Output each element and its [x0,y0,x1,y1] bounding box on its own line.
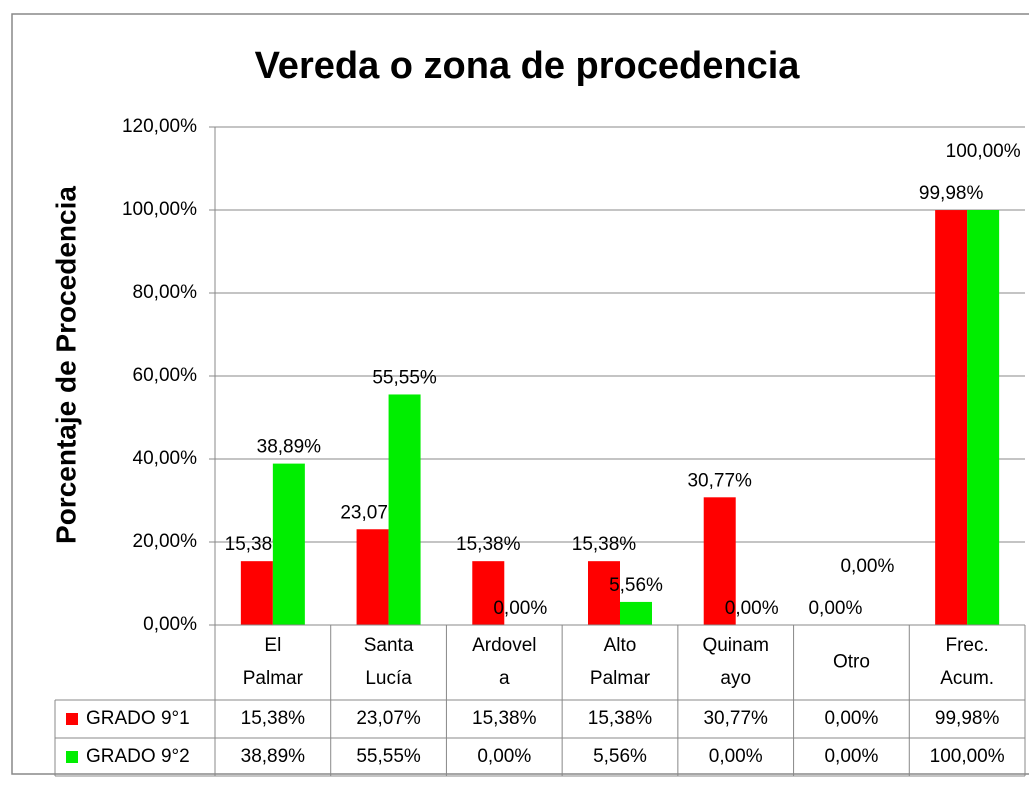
bar [620,601,652,625]
table-cell: 100,00% [930,746,1005,767]
x-tick-label: a [499,668,510,689]
bar [967,210,1000,625]
chart-frame [11,13,1029,775]
bar [703,497,736,625]
x-tick-label: Ardovel [472,635,536,656]
y-tick-label: 120,00% [122,116,197,137]
table-cell: 38,89% [241,746,306,767]
bar [272,463,305,625]
y-axis-title: Porcentaje de Procedencia [50,186,81,544]
x-tick-label: ayo [720,668,751,689]
table-cell: 55,55% [356,746,421,767]
x-tick-label: Otro [833,652,870,673]
data-label: 0,00% [808,598,862,619]
x-tick-label: El [264,635,281,656]
legend-label: GRADO 9°2 [86,746,190,767]
x-tick-label: Quinam [702,635,769,656]
legend-swatch [66,751,78,763]
table-cell: 23,07% [356,708,421,729]
data-label: 30,77% [687,470,752,491]
data-label: 55,55% [372,367,437,388]
table-cell: 0,00% [824,708,878,729]
bar [356,529,389,625]
x-tick-label: Santa [364,635,414,656]
table-cell: 15,38% [241,708,306,729]
bar [472,561,505,625]
table-cell: 99,98% [935,708,1000,729]
bar [388,394,421,625]
bar [935,210,968,625]
data-label: 0,00% [725,598,779,619]
data-label: 0,00% [840,556,894,577]
y-tick-label: 100,00% [122,199,197,220]
legend-swatch [66,713,78,725]
table-cell: 15,38% [472,708,537,729]
table-cell: 15,38% [588,708,653,729]
data-label: 38,89% [257,437,322,458]
y-tick-label: 80,00% [133,282,198,303]
table-cell: 0,00% [709,746,763,767]
bar [588,561,620,625]
table-cell: 0,00% [477,746,531,767]
table-cell: 5,56% [593,746,647,767]
x-tick-label: Frec. [946,635,989,656]
x-tick-label: Acum. [940,668,994,689]
bar [240,561,273,625]
data-label: 0,00% [493,598,547,619]
chart-title: Vereda o zona de procedencia [255,45,801,87]
y-tick-label: 0,00% [143,614,197,635]
x-tick-label: Palmar [590,668,651,689]
data-label: 15,38% [572,534,637,555]
y-tick-label: 20,00% [133,531,198,552]
table-cell: 0,00% [824,746,878,767]
y-tick-label: 60,00% [133,365,198,386]
data-label: 99,98% [919,183,984,204]
legend-label: GRADO 9°1 [86,708,190,729]
table-cell: 30,77% [703,708,768,729]
x-tick-label: Alto [604,635,637,656]
data-label: 100,00% [946,141,1021,162]
x-tick-label: Palmar [243,668,304,689]
data-label: 5,56% [609,575,663,596]
data-label: 15,38% [456,534,521,555]
x-tick-label: Lucía [365,668,412,689]
y-tick-label: 40,00% [133,448,198,469]
